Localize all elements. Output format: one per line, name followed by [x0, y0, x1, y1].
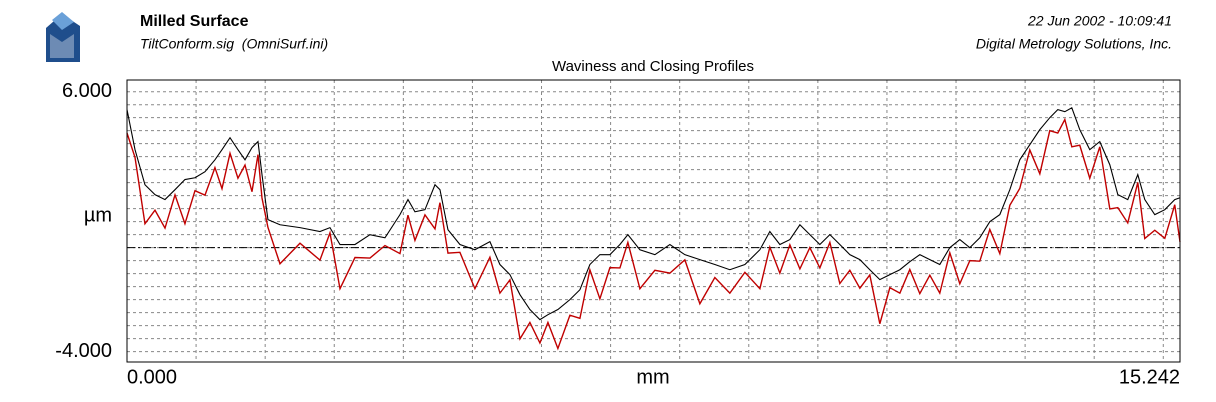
header-file: TiltConform.sig (OmniSurf.ini): [140, 36, 328, 52]
x-axis-label: mm: [636, 366, 669, 388]
y-tick-label: -4.000: [55, 340, 112, 362]
x-tick-label: 0.000: [127, 366, 177, 388]
header-company: Digital Metrology Solutions, Inc.: [976, 36, 1172, 52]
y-axis-label: µm: [84, 204, 112, 226]
profile-line: [126, 107, 1181, 321]
x-tick-label: 15.242: [1119, 366, 1180, 388]
y-tick-label: 6.000: [62, 80, 112, 102]
logo: [46, 12, 80, 62]
header-date: 22 Jun 2002 - 10:09:41: [1027, 13, 1172, 29]
profile-line: [126, 117, 1181, 351]
plot-frame: [126, 79, 1181, 363]
chart-title: Waviness and Closing Profiles: [552, 58, 754, 75]
header-title: Milled Surface: [140, 13, 249, 30]
